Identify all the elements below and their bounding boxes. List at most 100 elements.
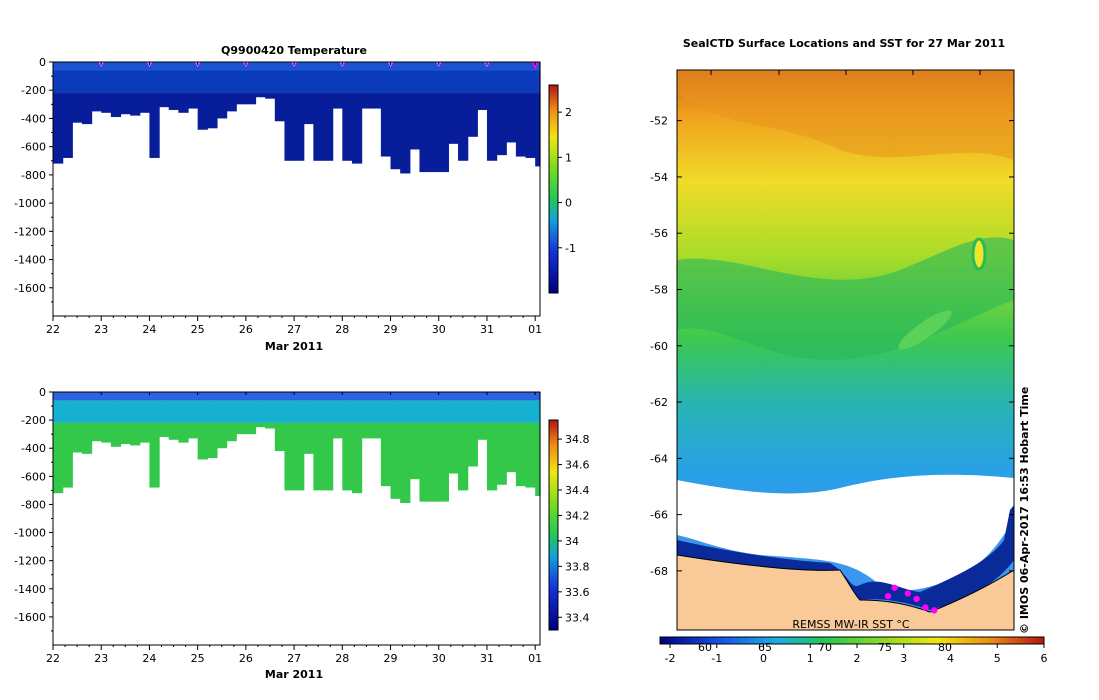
temperature-cell-surface <box>400 62 411 71</box>
temperature-cell-mid <box>467 70 478 94</box>
temperature-cell-mid <box>120 70 131 94</box>
salinity-cell-mid <box>419 400 430 423</box>
temperature-cell-surface <box>274 62 286 71</box>
temperature-y-tick-label: -200 <box>21 84 46 97</box>
salinity-y-tick-label: -1600 <box>14 611 46 624</box>
temperature-cell-deep <box>506 93 517 143</box>
salinity-cell-deep <box>188 422 199 439</box>
salinity-x-tick-label: 28 <box>335 652 349 665</box>
salinity-cell-deep <box>409 422 421 480</box>
salinity-section-panel: 0 -200 -400 -600 -800 -1000 -1200 -1400 -1600 22… <box>14 386 589 681</box>
temperature-cell-surface <box>101 62 112 71</box>
temperature-cell-mid <box>400 70 411 94</box>
salinity-cell-deep <box>477 422 488 440</box>
temperature-cell-mid <box>91 70 102 94</box>
temperature-x-tick-label: 26 <box>239 323 253 336</box>
salinity-cell-deep <box>274 422 286 452</box>
sst-map-panel: SealCTD Surface Locations and SST for 27… <box>650 37 1047 665</box>
temperature-cell-surface <box>525 62 536 71</box>
salinity-cell-deep <box>342 422 353 491</box>
temperature-cell-surface <box>130 62 141 71</box>
salinity-cell-mid <box>207 400 218 423</box>
temperature-cell-deep <box>91 93 102 112</box>
temperature-cell-mid <box>313 70 324 94</box>
salinity-cell-surface <box>438 392 449 401</box>
temperature-cell-mid <box>448 70 459 94</box>
salinity-cell-mid <box>438 400 449 423</box>
temperature-cell-surface <box>81 62 93 71</box>
salinity-cell-mid <box>178 400 189 423</box>
salinity-y-axis: 0 -200 -400 -600 -800 -1000 -1200 -1400 -1600 <box>14 386 53 632</box>
temperature-cell-mid <box>342 70 353 94</box>
temperature-cell-mid <box>149 70 160 94</box>
temperature-colorbar-ticks: -1 0 1 2 <box>558 106 576 255</box>
salinity-x-tick-label: 27 <box>287 652 301 665</box>
temperature-cell-deep <box>236 93 247 105</box>
salinity-cell-mid <box>515 400 527 423</box>
temperature-cell-deep <box>486 93 498 161</box>
sst-map-y-axis: -52 -54 -56 -58 -60 -62 -64 -66 -68 <box>650 70 1014 578</box>
salinity-x-tick-label: 23 <box>94 652 108 665</box>
temperature-colorbar-tick-label: 0 <box>565 197 572 210</box>
temperature-cell-deep <box>458 93 469 161</box>
map-y-tick-label: -52 <box>650 115 668 128</box>
salinity-colorbar-tick-label: 33.8 <box>565 560 590 573</box>
salinity-cell-deep <box>506 422 517 473</box>
salinity-cell-deep <box>467 422 478 467</box>
temperature-cell-surface <box>294 62 305 71</box>
salinity-cell-mid <box>351 400 363 423</box>
temperature-cell-deep <box>303 93 314 125</box>
salinity-cell-mid <box>380 400 392 423</box>
salinity-cell-surface <box>294 392 305 401</box>
temperature-cell-surface <box>284 62 295 71</box>
sst-colorbar-secondary-label: 65 <box>758 641 772 654</box>
salinity-y-tick-label: 0 <box>39 386 46 399</box>
seal-location <box>913 595 920 603</box>
salinity-cell-mid <box>332 400 343 423</box>
temperature-cell-surface <box>390 62 401 71</box>
salinity-colorbar <box>548 419 559 631</box>
salinity-cell-deep <box>226 422 237 442</box>
temperature-cell-mid <box>265 70 276 94</box>
salinity-cell-surface <box>429 392 440 401</box>
temperature-colorbar-tick-label: 1 <box>565 151 572 164</box>
salinity-cell-deep <box>120 422 131 445</box>
sst-colorbar-ticks: -2 -1 0 1 2 3 4 5 6 60 65 70 75 80 <box>665 641 1048 665</box>
profile-marker <box>532 62 539 70</box>
salinity-cell-mid <box>448 400 459 423</box>
salinity-profile-columns <box>53 392 541 504</box>
temperature-cell-surface <box>351 62 363 71</box>
temperature-cell-mid <box>429 70 440 94</box>
salinity-cell-surface <box>351 392 363 401</box>
temperature-x-tick-label: 29 <box>384 323 398 336</box>
salinity-x-tick-label: 01 <box>528 652 542 665</box>
salinity-cell-mid <box>323 400 334 423</box>
salinity-cell-deep <box>91 422 102 442</box>
salinity-cell-surface <box>159 392 170 401</box>
temperature-cell-surface <box>303 62 314 71</box>
temperature-cell-mid <box>361 70 372 94</box>
salinity-cell-mid <box>188 400 199 423</box>
salinity-cell-mid <box>390 400 401 423</box>
temperature-cell-mid <box>303 70 314 94</box>
salinity-cell-surface <box>371 392 382 401</box>
temperature-cell-mid <box>371 70 382 94</box>
salinity-cell-mid <box>62 400 73 423</box>
salinity-cell-deep <box>294 422 305 491</box>
temperature-cell-deep <box>477 93 488 110</box>
salinity-cell-deep <box>496 422 507 485</box>
temperature-profile-columns <box>53 62 541 174</box>
salinity-cell-deep <box>400 422 411 504</box>
sst-colorbar-tick-label: -1 <box>711 652 722 665</box>
temperature-cell-deep <box>226 93 237 112</box>
sst-colorbar <box>659 636 1045 645</box>
salinity-cell-mid <box>101 400 112 423</box>
warm-water-patch <box>677 70 1014 160</box>
salinity-cell-surface <box>120 392 131 401</box>
salinity-y-tick-label: -1400 <box>14 583 46 596</box>
salinity-cell-deep <box>390 422 401 499</box>
temperature-y-tick-label: -1600 <box>14 282 46 295</box>
temperature-colorbar <box>548 84 559 294</box>
temperature-cell-deep <box>400 93 411 174</box>
salinity-cell-mid <box>91 400 102 423</box>
